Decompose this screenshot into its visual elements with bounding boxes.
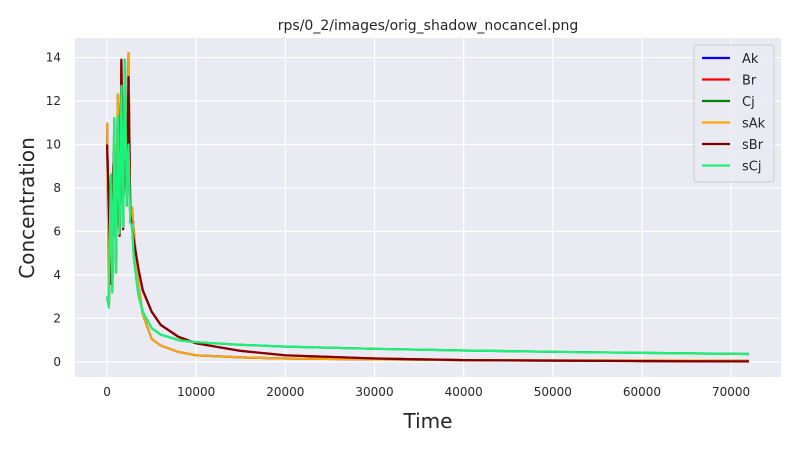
x-tick-label: 20000: [266, 385, 304, 399]
series-lines: [106, 52, 749, 363]
y-tick-label: 6: [53, 224, 61, 238]
legend-label: sBr: [742, 138, 764, 153]
y-tick-label: 0: [53, 355, 61, 369]
y-tick-labels: 0 2 4 6 8 10 12 14: [46, 51, 61, 369]
legend: Ak Br Cj sAk sBr sCj: [693, 44, 775, 183]
plot-area: [75, 38, 781, 377]
chart-title: rps/0_2/images/orig_shadow_nocancel.png: [278, 18, 578, 34]
y-tick-label: 8: [53, 181, 61, 195]
x-tick-label: 70000: [712, 385, 750, 399]
x-tick-label: 60000: [623, 385, 661, 399]
x-tick-labels: 0 10000 20000 30000 40000 50000 60000 70000: [103, 385, 750, 399]
legend-label: sCj: [742, 160, 761, 175]
x-tick-label: 10000: [177, 385, 215, 399]
legend-label: sAk: [742, 117, 766, 132]
series-line-scj: [106, 58, 749, 356]
x-tick-label: 40000: [445, 385, 483, 399]
y-tick-label: 4: [53, 268, 61, 282]
y-tick-label: 2: [53, 311, 61, 325]
legend-label: Cj: [742, 95, 755, 110]
y-tick-label: 14: [46, 51, 61, 65]
x-tick-label: 0: [103, 385, 111, 399]
y-tick-label: 12: [46, 94, 61, 108]
x-tick-label: 30000: [355, 385, 393, 399]
legend-label: Ak: [742, 52, 759, 67]
y-tick-label: 10: [46, 137, 61, 151]
x-axis-label: Time: [403, 409, 453, 433]
legend-label: Br: [742, 74, 757, 89]
x-tick-label: 50000: [534, 385, 572, 399]
y-axis-label: Concentration: [15, 137, 39, 278]
legend-box: [693, 44, 775, 183]
